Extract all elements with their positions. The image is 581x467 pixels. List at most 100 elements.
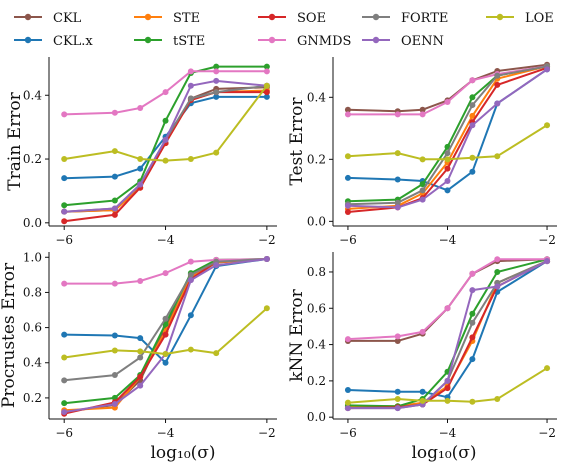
data-point [444, 397, 451, 404]
data-point [61, 111, 68, 118]
y-tick-label: 0.6 [307, 301, 326, 315]
y-tick-label: 0.0 [23, 216, 42, 230]
data-point [162, 315, 169, 322]
x-tick-label: −6 [55, 426, 73, 440]
y-tick-label: 1.0 [23, 250, 42, 264]
series-oenn [61, 77, 270, 215]
data-point [494, 268, 501, 275]
data-point [394, 405, 401, 412]
series-ckl-x [344, 66, 551, 194]
data-point [419, 181, 426, 188]
data-point [469, 310, 476, 317]
data-point [137, 105, 144, 112]
data-point [137, 335, 144, 342]
data-point [137, 165, 144, 172]
legend-marker [372, 13, 380, 21]
y-tick-label: 0.2 [23, 152, 42, 166]
data-point [544, 122, 551, 129]
data-point [111, 173, 118, 180]
data-point [344, 153, 351, 160]
legend-marker [24, 36, 32, 44]
data-point [187, 95, 194, 102]
data-point [213, 77, 220, 84]
legend-item: CKL.x [14, 34, 93, 49]
data-point [444, 377, 451, 384]
y-axis-label: Procrustes Error [0, 262, 19, 408]
y-tick-label: 0.4 [23, 356, 42, 370]
y-tick-label: 0.8 [23, 285, 42, 299]
legend-item: CKL [14, 11, 82, 26]
series-ste [61, 87, 270, 215]
data-point [137, 278, 144, 285]
x-tick-label: −2 [258, 426, 276, 440]
data-point [344, 106, 351, 113]
data-point [263, 89, 270, 96]
data-point [213, 63, 220, 70]
data-point [444, 150, 451, 157]
data-point [394, 388, 401, 395]
data-point [469, 154, 476, 161]
data-point [263, 68, 270, 75]
legend-label: tSTE [173, 34, 205, 49]
data-point [344, 399, 351, 406]
data-point [394, 111, 401, 118]
series-line [347, 260, 548, 399]
series-line [64, 79, 267, 213]
data-point [61, 280, 68, 287]
series-line [64, 89, 267, 213]
chart-panel: 0.0 0.2 0.4 −6 −4 −2 Test Error [287, 57, 557, 247]
legend-label: GNMDS [297, 34, 351, 49]
data-point [263, 305, 270, 312]
data-point [61, 156, 68, 163]
data-point [494, 100, 501, 107]
data-point [137, 348, 144, 355]
series-gnmds [61, 68, 270, 118]
chart-panel: 0.0 0.2 0.4 0.6 0.8 −6 −4 −2 kNN Error [287, 252, 557, 440]
data-point [111, 332, 118, 339]
data-point [137, 156, 144, 163]
y-tick-label: 0.4 [23, 88, 42, 102]
data-point [444, 305, 451, 312]
data-point [263, 256, 270, 263]
data-point [444, 385, 451, 392]
data-point [419, 388, 426, 395]
legend-item: STE [134, 11, 200, 26]
legend-marker [268, 36, 276, 44]
data-point [111, 109, 118, 116]
x-tick-label: −2 [538, 426, 556, 440]
data-point [419, 156, 426, 163]
data-point [544, 365, 551, 372]
y-tick-label: 0.2 [23, 391, 42, 405]
data-point [469, 94, 476, 101]
legend-marker [496, 13, 504, 21]
data-point [344, 174, 351, 181]
data-point [162, 270, 169, 277]
series-line [347, 68, 548, 209]
data-point [111, 148, 118, 155]
data-point [61, 208, 68, 215]
data-point [444, 156, 451, 163]
series-soe [61, 89, 270, 225]
series-line [347, 258, 547, 341]
legend-item: SOE [258, 11, 326, 26]
series-gnmds [344, 256, 551, 343]
data-point [61, 377, 68, 384]
legend: CKL CKL.x STE tSTE SOE GNMDS FORTE OENN LOE [14, 11, 554, 49]
series-line [347, 258, 548, 342]
legend-label: SOE [297, 11, 326, 26]
x-tick-label: −6 [339, 426, 357, 440]
series-soe [344, 258, 551, 412]
series-loe [61, 305, 270, 361]
data-point [469, 270, 476, 277]
legend-label: CKL.x [53, 34, 93, 49]
data-point [61, 202, 68, 209]
data-point [494, 283, 501, 290]
data-point [469, 319, 476, 326]
data-point [137, 373, 144, 380]
series-ckl [61, 84, 270, 215]
panels: 0.0 0.2 0.4 −6 −4 −2 Train Error 0.0 0.2 0.4 −6 −4 −… [0, 57, 557, 440]
legend-item: OENN [362, 34, 444, 49]
x-tick-label: −4 [157, 233, 175, 247]
legend-label: CKL [53, 11, 82, 26]
data-point [187, 271, 194, 278]
